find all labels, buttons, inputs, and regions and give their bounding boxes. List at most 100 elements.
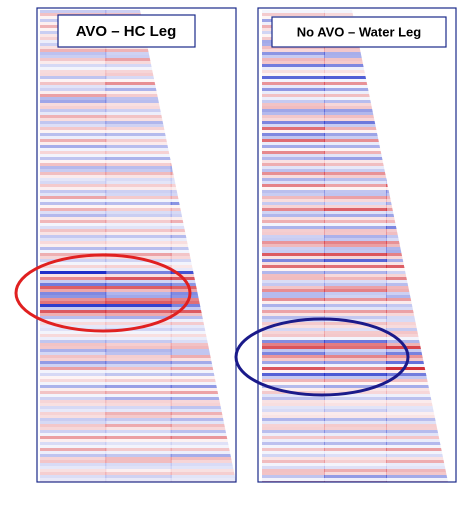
seismic-stripe	[105, 427, 172, 430]
seismic-stripe	[386, 250, 448, 253]
seismic-stripe	[170, 319, 236, 322]
seismic-stripe	[324, 181, 387, 184]
seismic-stripe	[386, 298, 448, 301]
seismic-stripe	[40, 391, 107, 394]
seismic-stripe	[386, 112, 448, 115]
seismic-stripe	[324, 256, 387, 259]
seismic-stripe	[324, 439, 387, 442]
seismic-stripe	[386, 142, 448, 145]
seismic-stripe	[386, 55, 448, 58]
seismic-stripe	[40, 175, 107, 178]
seismic-stripe	[40, 103, 107, 106]
seismic-stripe	[324, 298, 387, 301]
seismic-stripe	[105, 322, 172, 325]
seismic-stripe	[386, 202, 448, 205]
seismic-stripe	[105, 286, 172, 289]
seismic-stripe	[324, 250, 387, 253]
seismic-stripe	[324, 466, 387, 469]
seismic-stripe	[262, 469, 325, 472]
seismic-stripe	[324, 211, 387, 214]
seismic-stripe	[386, 217, 448, 220]
seismic-stripe	[324, 310, 387, 313]
seismic-stripe	[324, 463, 387, 466]
seismic-stripe	[262, 286, 325, 289]
seismic-stripe	[170, 202, 236, 205]
seismic-stripe	[105, 283, 172, 286]
seismic-stripe	[324, 316, 387, 319]
seismic-stripe	[40, 67, 107, 70]
seismic-stripe	[324, 373, 387, 376]
seismic-stripe	[105, 307, 172, 310]
seismic-stripe	[40, 439, 107, 442]
seismic-stripe	[262, 433, 325, 436]
seismic-stripe	[170, 391, 236, 394]
seismic-stripe	[170, 82, 236, 85]
seismic-stripe	[40, 403, 107, 406]
seismic-stripe	[262, 247, 325, 250]
seismic-stripe	[40, 409, 107, 412]
seismic-stripe	[170, 298, 236, 301]
seismic-stripe	[105, 259, 172, 262]
seismic-stripe	[40, 346, 107, 349]
seismic-stripe	[170, 211, 236, 214]
seismic-stripe	[262, 373, 325, 376]
seismic-stripe	[324, 97, 387, 100]
seismic-stripe	[324, 379, 387, 382]
seismic-stripe	[105, 136, 172, 139]
highlight-ellipse	[234, 317, 410, 397]
seismic-stripe	[324, 247, 387, 250]
seismic-stripe	[40, 454, 107, 457]
seismic-stripe	[170, 127, 236, 130]
seismic-stripe	[105, 79, 172, 82]
seismic-stripe	[262, 151, 325, 154]
seismic-stripe	[170, 358, 236, 361]
seismic-stripe	[386, 367, 448, 370]
seismic-stripe	[324, 403, 387, 406]
panel-frame-left	[36, 7, 237, 483]
seismic-stripe	[170, 52, 236, 55]
seismic-stripe	[386, 256, 448, 259]
seismic-stripe	[262, 310, 325, 313]
seismic-right	[262, 10, 448, 482]
seismic-stripe	[324, 295, 387, 298]
seismic-stripe	[262, 97, 325, 100]
seismic-stripe	[170, 67, 236, 70]
seismic-stripe	[324, 367, 387, 370]
seismic-stripe	[324, 199, 387, 202]
seismic-stripe	[324, 154, 387, 157]
seismic-stripe	[386, 394, 448, 397]
seismic-stripe	[40, 364, 107, 367]
seismic-stripe	[105, 394, 172, 397]
seismic-stripe	[324, 421, 387, 424]
seismic-stripe	[170, 76, 236, 79]
seismic-stripe	[105, 328, 172, 331]
seismic-stripe	[40, 445, 107, 448]
seismic-stripe	[170, 331, 236, 334]
seismic-stripe	[324, 82, 387, 85]
seismic-stripe	[40, 133, 107, 136]
seismic-stripe	[262, 409, 325, 412]
seismic-stripe	[324, 184, 387, 187]
seismic-stripe	[324, 322, 387, 325]
seismic-stripe	[262, 148, 325, 151]
seismic-stripe	[170, 394, 236, 397]
seismic-stripe	[105, 133, 172, 136]
seismic-stripe	[324, 259, 387, 262]
seismic-stripe	[170, 58, 236, 61]
seismic-stripe	[262, 190, 325, 193]
seismic-stripe	[170, 256, 236, 259]
seismic-stripe	[40, 109, 107, 112]
seismic-stripe	[324, 118, 387, 121]
seismic-stripe	[170, 139, 236, 142]
seismic-stripe	[40, 292, 107, 295]
seismic-stripe	[386, 223, 448, 226]
seismic-stripe	[170, 172, 236, 175]
seismic-stripe	[386, 136, 448, 139]
seismic-stripe	[170, 364, 236, 367]
seismic-stripe	[262, 403, 325, 406]
seismic-stripe	[40, 247, 107, 250]
seismic-stripe	[324, 358, 387, 361]
seismic-stripe	[40, 469, 107, 472]
seismic-stripe	[40, 322, 107, 325]
seismic-stripe	[386, 10, 448, 13]
